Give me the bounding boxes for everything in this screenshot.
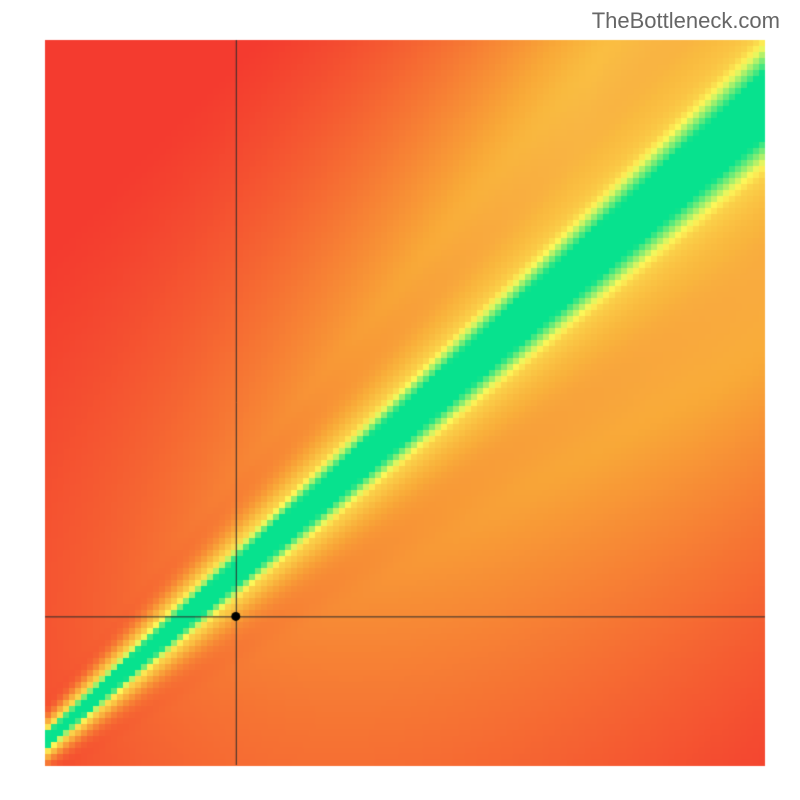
watermark-text: TheBottleneck.com [592,8,780,34]
chart-container: TheBottleneck.com [0,0,800,800]
bottleneck-heatmap [0,0,800,800]
